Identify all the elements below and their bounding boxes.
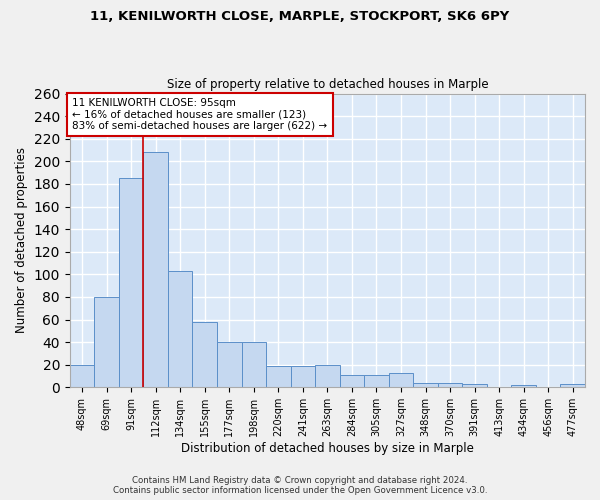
Y-axis label: Number of detached properties: Number of detached properties [15,148,28,334]
Bar [193,322,217,388]
Bar [168,271,193,388]
Bar [290,366,315,388]
Bar [315,364,340,388]
Bar [119,178,143,388]
Bar [143,152,168,388]
Bar [438,383,463,388]
Text: 11 KENILWORTH CLOSE: 95sqm
← 16% of detached houses are smaller (123)
83% of sem: 11 KENILWORTH CLOSE: 95sqm ← 16% of deta… [73,98,328,131]
Text: Contains HM Land Registry data © Crown copyright and database right 2024.
Contai: Contains HM Land Registry data © Crown c… [113,476,487,495]
Bar [94,297,119,388]
Bar [389,372,413,388]
Bar [266,366,290,388]
Bar [364,375,389,388]
Bar [242,342,266,388]
Bar [463,384,487,388]
Bar [413,383,438,388]
Bar [340,375,364,388]
Bar [511,385,536,388]
Title: Size of property relative to detached houses in Marple: Size of property relative to detached ho… [167,78,488,91]
Bar [560,384,585,388]
Text: 11, KENILWORTH CLOSE, MARPLE, STOCKPORT, SK6 6PY: 11, KENILWORTH CLOSE, MARPLE, STOCKPORT,… [91,10,509,23]
Bar [217,342,242,388]
X-axis label: Distribution of detached houses by size in Marple: Distribution of detached houses by size … [181,442,474,455]
Bar [70,364,94,388]
